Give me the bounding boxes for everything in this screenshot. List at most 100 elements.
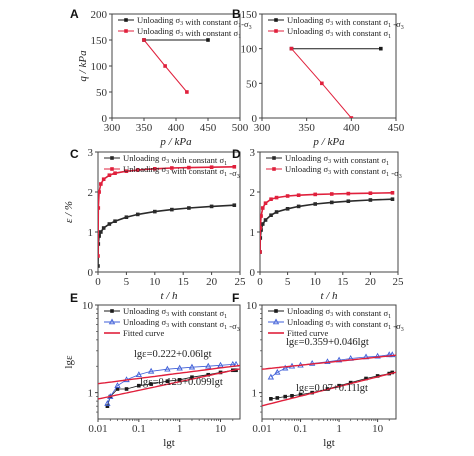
series-2-point	[98, 190, 101, 194]
series-1-point	[105, 404, 110, 408]
series-2-point	[209, 165, 214, 169]
plot-area	[289, 46, 383, 118]
x-axis-label: t / h	[320, 290, 338, 302]
series-1-point	[107, 222, 112, 226]
series-1-point	[329, 200, 334, 205]
x-axis-label: lgt	[163, 437, 175, 449]
series-2-point	[98, 206, 101, 210]
series-2-point	[260, 226, 263, 230]
series-1-point	[274, 210, 279, 214]
fit-line-4	[98, 368, 240, 400]
x-tick-label: 400	[343, 122, 360, 134]
chart-panel-f: F 0.01 0.1 1 10 1 10 lgt Unloading σ3 with const…	[232, 291, 404, 449]
series-1-point	[298, 392, 303, 397]
series-2-line	[107, 363, 236, 404]
legend-entry: Fitted curve	[287, 328, 328, 338]
plot-frame	[261, 13, 397, 119]
legend-entry: Unloading σ3 with constant σ1 -σ3	[287, 15, 404, 31]
series-2-point	[269, 197, 273, 201]
series-2-point	[267, 373, 275, 380]
series-1-point	[190, 375, 194, 379]
panel-letter: E	[70, 291, 78, 305]
panel-letter: D	[232, 147, 241, 161]
series-2-point	[324, 358, 331, 365]
series-1-point	[232, 203, 237, 207]
series-2-point	[124, 169, 129, 173]
series-1-point	[260, 222, 265, 226]
series-1-point	[348, 380, 353, 385]
legend-marker	[124, 18, 128, 22]
series-2-point	[390, 191, 395, 195]
series-2-point	[335, 356, 343, 363]
series-2-point	[135, 371, 142, 377]
series-1-point	[283, 394, 288, 399]
series-1-point	[269, 397, 273, 401]
y-tick-label: 0	[88, 267, 94, 279]
series-2-point	[274, 195, 279, 200]
series-1-point	[149, 382, 153, 386]
series-2-point	[153, 167, 157, 171]
series-1-point	[98, 242, 101, 246]
series-1-point	[98, 264, 100, 268]
y-axis-label: ε / %	[63, 201, 75, 223]
y-tick-label: 50	[246, 78, 258, 90]
series-1-point	[137, 383, 141, 388]
plot-area	[142, 38, 210, 94]
x-tick-label: 0.1	[294, 423, 308, 435]
series-1-point	[337, 383, 341, 388]
series-1-point	[364, 376, 368, 381]
x-tick-label: 15	[337, 276, 349, 288]
y-tick-label: 0	[102, 113, 108, 125]
legend-entry: Unloading σ3 with constant σ1-σ3	[137, 15, 252, 31]
x-tick-label: 300	[254, 122, 271, 134]
x-tick-label: 10	[149, 276, 161, 288]
plot-frame	[97, 304, 241, 420]
series-1-line	[260, 198, 393, 253]
chart-panel-e: E 0.01 0.1 1 10 1 10 lgt lgε Unloading σ3 with co…	[63, 291, 241, 449]
legend-entry: Unloading σ3 with constant σ1	[123, 306, 227, 320]
series-2-point	[104, 400, 111, 406]
fit-line-4	[262, 371, 396, 407]
y-tick-label: 150	[241, 9, 258, 21]
legend-entry: Unloading σ3 with constant σ1	[123, 153, 227, 167]
legend-marker	[274, 29, 278, 33]
series-2-point	[135, 168, 140, 172]
series-2-point	[164, 365, 171, 372]
series-1-point	[206, 372, 211, 377]
fit-equation: lgε=0.222+0.06lgt	[134, 349, 212, 360]
series-2-point	[282, 364, 289, 371]
y-tick-label: 3	[88, 147, 94, 159]
panel-letter: C	[70, 147, 79, 161]
plot-area	[260, 191, 395, 254]
legend-entry: Unloading σ3 with constant σ1	[285, 153, 389, 167]
series-1-point	[390, 370, 395, 375]
series-1-point	[368, 198, 373, 202]
series-1-point	[135, 212, 140, 217]
y-axis-label: lgε	[63, 355, 75, 369]
series-2-point	[107, 173, 112, 177]
chart-panel-c: C 0 5 10 15 20 25 0 1 2 3 t / h ε / % Unloading σ3 wi…	[63, 147, 246, 302]
y-tick-label: 1	[252, 388, 258, 400]
legend-marker	[274, 309, 278, 313]
series-2-point	[285, 194, 290, 198]
legend-entry: Unloading σ3 with constant σ1	[287, 26, 391, 40]
y-tick-label: 50	[96, 87, 108, 99]
fit-equation: lgε=0.07+0.11lgt	[296, 383, 368, 394]
y-tick-label: 10	[246, 300, 258, 312]
x-tick-label: 350	[298, 122, 315, 134]
series-2-point	[113, 171, 117, 175]
series-2-point	[349, 116, 354, 118]
x-tick-label: 300	[104, 122, 121, 134]
x-tick-label: 400	[168, 122, 185, 134]
series-2-point	[170, 166, 174, 170]
plot-area	[98, 165, 237, 268]
series-2-point	[232, 165, 237, 169]
y-tick-label: 100	[241, 44, 258, 56]
chart-panel-b: B 300 350 400 450 0 50 100 150 p / kPa Unloading σ…	[232, 7, 405, 148]
series-2-point	[163, 64, 167, 68]
series-2-point	[187, 165, 191, 170]
y-tick-label: 0	[250, 267, 256, 279]
panel-letter: B	[232, 7, 241, 21]
fit-equation: lgε=0.125+0.099lgt	[140, 377, 223, 388]
